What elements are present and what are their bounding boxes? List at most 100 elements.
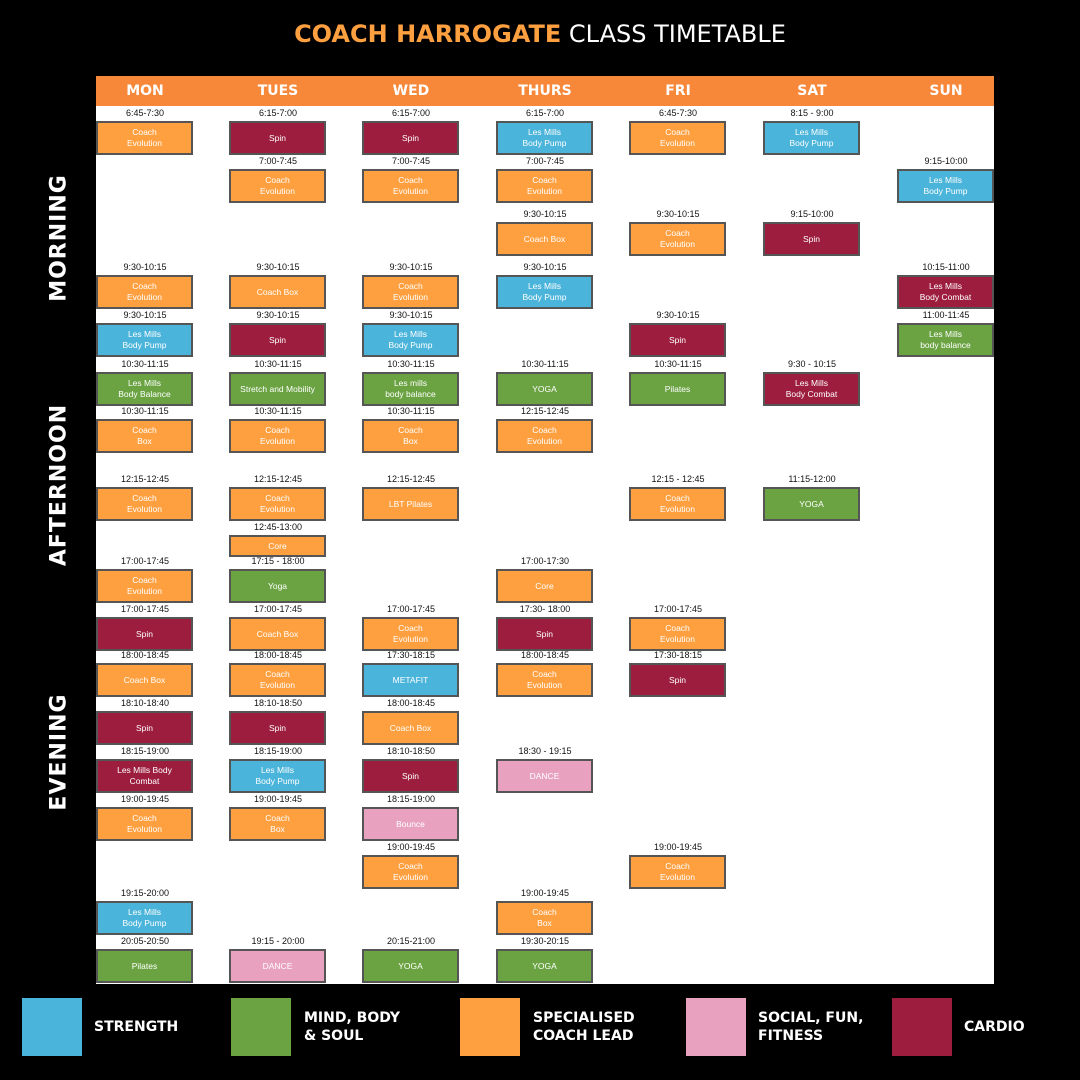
legend-swatch-strength xyxy=(22,998,82,1056)
class-block-coach[interactable]: Coach Evolution xyxy=(229,169,326,203)
class-block-coach[interactable]: LBT Pilates xyxy=(362,487,459,521)
class-block-cardio[interactable]: Spin xyxy=(96,711,193,745)
class-block-coach[interactable]: Coach Box xyxy=(496,901,593,935)
class-block-mind[interactable]: YOGA xyxy=(496,372,593,406)
class-block-strength[interactable]: Les Mills Body Pump xyxy=(362,323,459,357)
class-block-coach[interactable]: Coach Box xyxy=(96,663,193,697)
class-name: Les Mills Body Pump xyxy=(522,127,567,148)
class-name: Spin xyxy=(401,770,419,781)
legend-swatch-cardio xyxy=(892,998,952,1056)
class-block-coach[interactable]: Coach Evolution xyxy=(496,663,593,697)
class-time: 11:00-11:45 xyxy=(922,310,970,320)
class-block-strength[interactable]: Les Mills Body Pump xyxy=(96,323,193,357)
class-block-coach[interactable]: Coach Evolution xyxy=(96,487,193,521)
class-block-mind[interactable]: Les mills body balance xyxy=(362,372,459,406)
class-block-coach[interactable]: Coach Box xyxy=(362,711,459,745)
class-block-coach[interactable]: Coach Box xyxy=(229,275,326,309)
class-block-mind[interactable]: YOGA xyxy=(362,949,459,983)
class-time: 17:00-17:45 xyxy=(386,604,436,614)
class-block-social[interactable]: Bounce xyxy=(362,807,459,841)
class-block-coach[interactable]: Coach Evolution xyxy=(362,169,459,203)
class-block-cardio[interactable]: Spin xyxy=(229,711,326,745)
class-block-mind[interactable]: Stretch and Mobility xyxy=(229,372,326,406)
class-block-social[interactable]: DANCE xyxy=(229,949,326,983)
class-time: 6:45-7:30 xyxy=(125,108,165,118)
class-block-coach[interactable]: Coach Evolution xyxy=(96,569,193,603)
class-block-coach[interactable]: Coach Box xyxy=(229,807,326,841)
class-block-coach[interactable]: Coach Evolution xyxy=(629,222,726,256)
class-name: Core xyxy=(268,540,287,551)
legend-label-mind: MIND, BODY & SOUL xyxy=(304,1010,400,1044)
class-time: 6:45-7:30 xyxy=(658,108,698,118)
section-morning: MORNING xyxy=(46,174,72,302)
class-block-strength[interactable]: Les Mills Body Pump xyxy=(229,759,326,793)
class-block-coach[interactable]: Coach Box xyxy=(96,419,193,453)
class-block-coach[interactable]: Coach Box xyxy=(496,222,593,256)
class-block-coach[interactable]: Coach Evolution xyxy=(629,487,726,521)
class-block-coach[interactable]: Coach Evolution xyxy=(629,121,726,155)
class-block-cardio[interactable]: Les Mills Body Combat xyxy=(96,759,193,793)
class-name: Spin xyxy=(268,334,286,345)
class-name: Coach Evolution xyxy=(660,228,695,249)
class-block-mind[interactable]: YOGA xyxy=(496,949,593,983)
class-time: 12:15-12:45 xyxy=(520,406,570,416)
class-block-cardio[interactable]: Spin xyxy=(229,323,326,357)
class-block-coach[interactable]: Coach Evolution xyxy=(362,275,459,309)
class-block-coach[interactable]: Coach Evolution xyxy=(229,663,326,697)
class-name: Coach Evolution xyxy=(393,861,428,882)
class-time: 7:00-7:45 xyxy=(391,156,431,166)
legend-label-cardio: CARDIO xyxy=(964,1019,1025,1035)
class-block-coach[interactable]: Coach Evolution xyxy=(629,617,726,651)
class-name: Les Mills Body Combat xyxy=(785,378,838,399)
class-block-coach[interactable]: Coach Evolution xyxy=(229,487,326,521)
class-block-cardio[interactable]: Spin xyxy=(629,663,726,697)
class-name: METAFIT xyxy=(392,674,429,685)
class-block-mind[interactable]: Pilates xyxy=(96,949,193,983)
class-block-mind[interactable]: Yoga xyxy=(229,569,326,603)
class-time: 6:15-7:00 xyxy=(258,108,298,118)
class-block-cardio[interactable]: Spin xyxy=(229,121,326,155)
class-block-cardio[interactable]: Spin xyxy=(496,617,593,651)
class-time: 7:00-7:45 xyxy=(258,156,298,166)
class-block-coach[interactable]: Coach Box xyxy=(229,617,326,651)
class-block-mind[interactable]: Les Mills body balance xyxy=(897,323,994,357)
class-block-coach[interactable]: Coach Evolution xyxy=(362,617,459,651)
class-block-cardio[interactable]: Spin xyxy=(763,222,860,256)
class-block-strength[interactable]: Les Mills Body Pump xyxy=(96,901,193,935)
class-block-coach[interactable]: Coach Evolution xyxy=(229,419,326,453)
class-block-cardio[interactable]: Les Mills Body Combat xyxy=(897,275,994,309)
class-block-mind[interactable]: Les Mills Body Balance xyxy=(96,372,193,406)
class-block-coach[interactable]: Coach Evolution xyxy=(96,121,193,155)
class-name: Coach Box xyxy=(523,233,566,244)
class-block-cardio[interactable]: Les Mills Body Combat xyxy=(763,372,860,406)
class-block-coach[interactable]: Coach Evolution xyxy=(96,807,193,841)
day-mon: MON xyxy=(126,83,164,99)
class-name: DANCE xyxy=(529,770,560,781)
class-block-strength[interactable]: Les Mills Body Pump xyxy=(897,169,994,203)
class-block-coach[interactable]: Coach Evolution xyxy=(496,169,593,203)
class-name: Les Mills Body Pump xyxy=(122,329,167,350)
class-time: 17:00-17:45 xyxy=(120,556,170,566)
class-block-cardio[interactable]: Spin xyxy=(362,121,459,155)
class-time: 9:30-10:15 xyxy=(656,310,700,320)
class-block-coach[interactable]: Coach Evolution xyxy=(496,419,593,453)
class-block-cardio[interactable]: Spin xyxy=(629,323,726,357)
class-block-coach[interactable]: Coach Evolution xyxy=(362,855,459,889)
class-name: Coach Evolution xyxy=(260,175,295,196)
class-block-strength[interactable]: Les Mills Body Pump xyxy=(496,275,593,309)
class-block-coach[interactable]: Coach Box xyxy=(362,419,459,453)
class-block-social[interactable]: DANCE xyxy=(496,759,593,793)
class-block-coach[interactable]: Core xyxy=(229,535,326,557)
class-block-mind[interactable]: YOGA xyxy=(763,487,860,521)
class-block-strength[interactable]: Les Mills Body Pump xyxy=(496,121,593,155)
class-block-cardio[interactable]: Spin xyxy=(96,617,193,651)
class-name: Coach Evolution xyxy=(660,623,695,644)
class-name: Coach Evolution xyxy=(260,425,295,446)
class-block-cardio[interactable]: Spin xyxy=(362,759,459,793)
class-block-coach[interactable]: Coach Evolution xyxy=(96,275,193,309)
class-block-strength[interactable]: METAFIT xyxy=(362,663,459,697)
class-block-mind[interactable]: Pilates xyxy=(629,372,726,406)
class-block-coach[interactable]: Core xyxy=(496,569,593,603)
class-block-strength[interactable]: Les Mills Body Pump xyxy=(763,121,860,155)
class-block-coach[interactable]: Coach Evolution xyxy=(629,855,726,889)
